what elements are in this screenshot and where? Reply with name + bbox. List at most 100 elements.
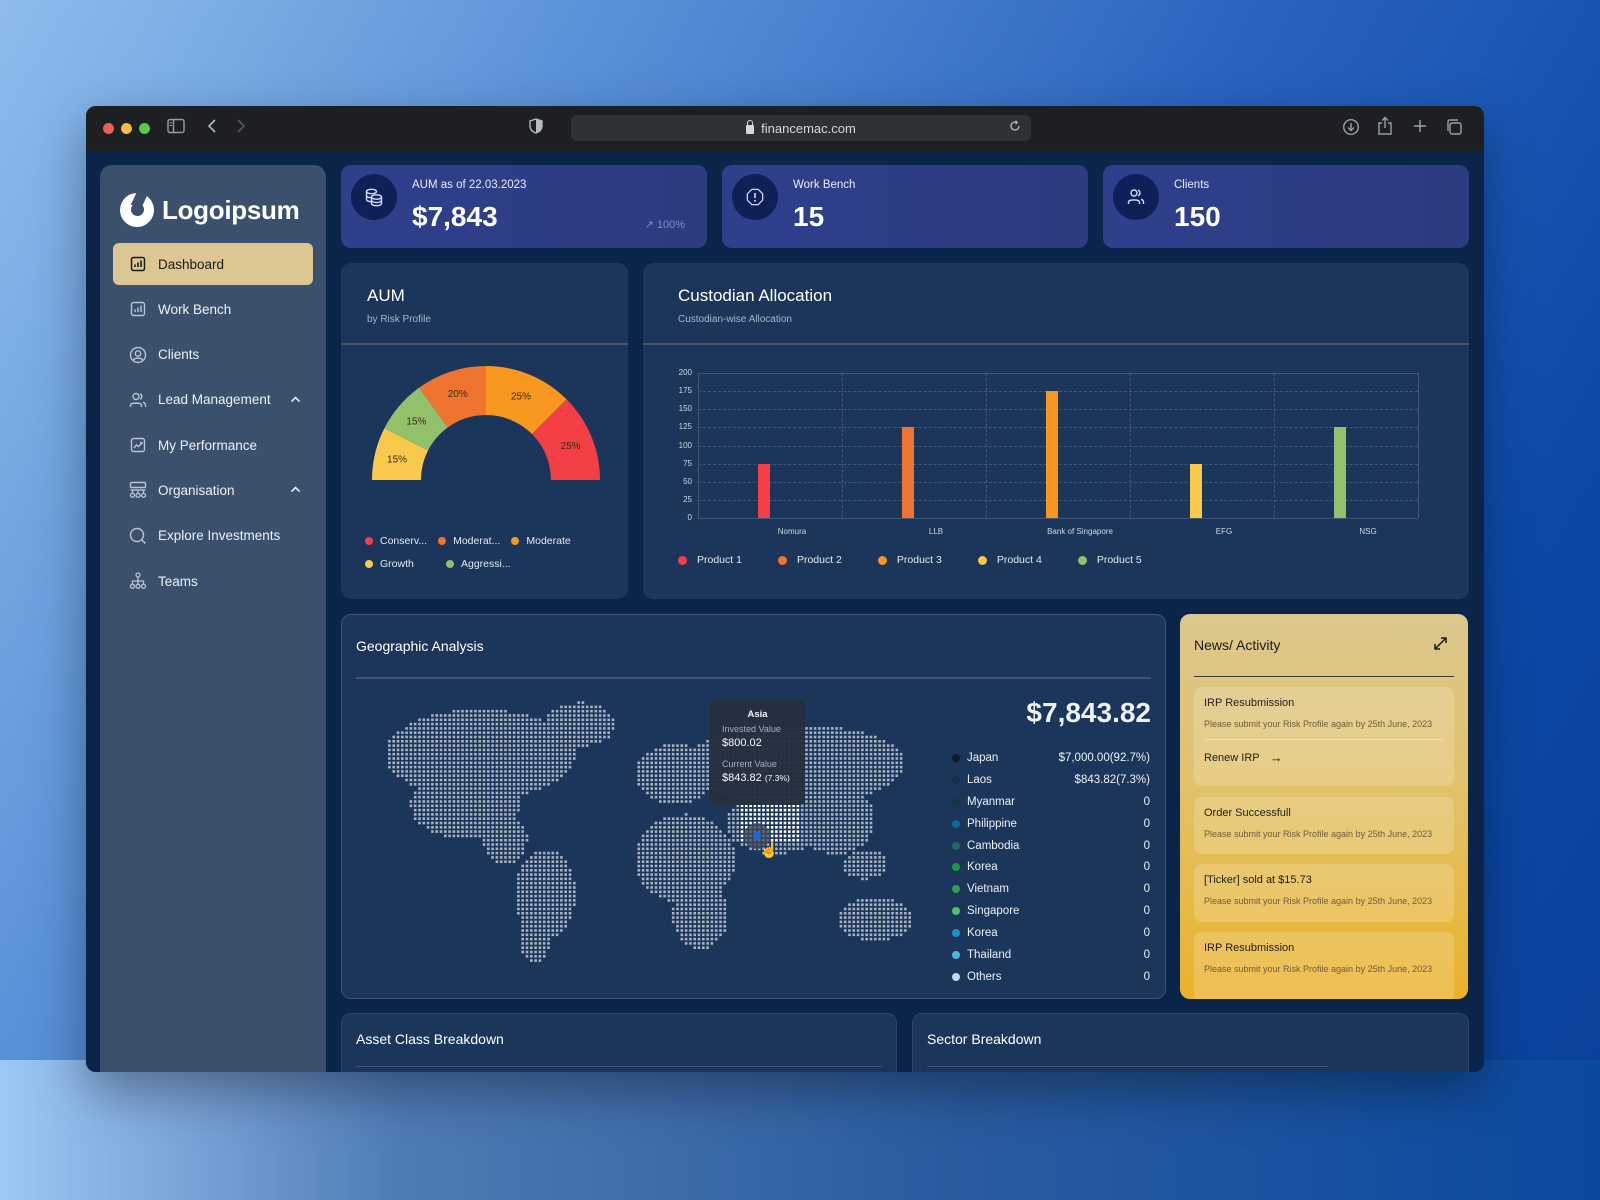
sidebar-item-teams[interactable]: Teams: [113, 560, 313, 602]
sidebar-item-lead-management[interactable]: Lead Management: [113, 379, 313, 421]
country-row[interactable]: Korea 0: [952, 856, 1150, 878]
legend-dot-icon: [446, 560, 454, 568]
legend-item[interactable]: Product 1: [678, 554, 742, 566]
bar[interactable]: [1046, 391, 1059, 518]
country-dot-icon: [952, 841, 960, 850]
country-row[interactable]: Korea 0: [952, 922, 1150, 944]
legend-item[interactable]: Product 3: [877, 554, 942, 566]
country-list: Japan $7,000.00(92.7%) Laos $843.82(7.3%) My…: [952, 747, 1150, 988]
bar[interactable]: [758, 463, 771, 518]
users-icon: [1113, 174, 1159, 220]
news-item-desc: Please submit your Risk Profile again by…: [1204, 719, 1433, 729]
donut-segment[interactable]: [384, 387, 448, 451]
shield-icon[interactable]: [529, 118, 543, 140]
tabs-overview-icon[interactable]: [1445, 118, 1463, 142]
page-content: Logoipsum Dashboard Work Bench Clients: [86, 151, 1484, 1072]
grid-line: [986, 373, 987, 518]
custodian-bar-chart[interactable]: 0 25 50 75 100 125 150 175 200 Nomura LLB Bank of S…: [679, 368, 1419, 536]
legend-item[interactable]: Moderat...: [438, 535, 500, 547]
chevron-up-icon[interactable]: [290, 482, 301, 496]
country-name: Singapore: [967, 905, 1020, 918]
stat-card-work-bench[interactable]: Work Bench 15: [722, 165, 1088, 248]
news-item[interactable]: Order Successfull Please submit your Ris…: [1194, 797, 1454, 854]
legend-item[interactable]: Growth: [365, 558, 435, 570]
donut-segment[interactable]: [486, 366, 567, 435]
aum-semi-donut-chart[interactable]: 15% 15% 20% 25% 25%: [369, 363, 603, 488]
legend-item[interactable]: Product 5: [1077, 554, 1142, 566]
sidebar-item-organisation[interactable]: Organisation: [113, 469, 313, 511]
country-dot-icon: [952, 775, 960, 784]
renew-irp-link[interactable]: Renew IRP →: [1204, 750, 1444, 765]
donut-segment[interactable]: [372, 428, 429, 480]
card-subtitle: Custodian-wise Allocation: [678, 314, 792, 325]
card-title: Custodian Allocation: [678, 286, 833, 305]
sidebar-item-clients[interactable]: Clients: [113, 334, 313, 376]
card-title: Geographic Analysis: [356, 638, 484, 654]
arrow-right-icon: →: [1269, 750, 1283, 765]
y-tick-label: 175: [678, 386, 692, 396]
world-dot-map[interactable]: [354, 693, 944, 973]
country-name: Korea: [967, 861, 998, 874]
news-item-title: [Ticker] sold at $15.73: [1204, 874, 1312, 886]
stat-card-aum[interactable]: AUM as of 22.03.2023 $7,843 ↗ 100%: [341, 165, 707, 248]
country-row[interactable]: Myanmar 0: [952, 791, 1150, 813]
address-bar[interactable]: financemac.com: [571, 115, 1031, 141]
news-item[interactable]: IRP Resubmission Please submit your Risk…: [1194, 687, 1454, 786]
logo[interactable]: Logoipsum: [120, 193, 300, 227]
legend-label: Product 5: [1096, 554, 1142, 566]
sidebar-toggle-icon[interactable]: [167, 118, 185, 140]
current-pct: (7.3%): [764, 773, 790, 783]
country-row[interactable]: Others 0: [952, 966, 1150, 988]
country-row[interactable]: Vietnam 0: [952, 878, 1150, 900]
sidebar-item-explore-investments[interactable]: Explore Investments: [113, 515, 313, 557]
country-value: $843.82(7.3%): [1074, 773, 1150, 786]
legend-item[interactable]: Moderate: [511, 535, 571, 547]
asset-class-breakdown-card: Asset Class Breakdown: [341, 1013, 897, 1072]
sidebar-item-dashboard[interactable]: Dashboard: [113, 243, 313, 285]
tooltip-current-label: Current Value: [722, 759, 777, 769]
donut-segment[interactable]: [418, 366, 486, 428]
country-row[interactable]: Cambodia 0: [952, 835, 1150, 857]
x-tick-label: Nomura: [777, 527, 807, 536]
tooltip-invested-value: $800.02: [722, 737, 762, 749]
country-row[interactable]: Thailand 0: [952, 944, 1150, 966]
sidebar-item-work-bench[interactable]: Work Bench: [113, 288, 313, 330]
country-value: $7,000.00(92.7%): [1058, 751, 1150, 764]
legend-dot-icon: [678, 555, 687, 565]
legend-item[interactable]: Product 4: [977, 554, 1042, 566]
news-activity-panel: News/ Activity IRP Resubmission Please s…: [1180, 614, 1468, 999]
grid-line: [698, 518, 1418, 519]
bar[interactable]: [902, 427, 915, 518]
legend-item[interactable]: Conserv...: [365, 535, 427, 547]
grid-line: [1418, 373, 1419, 518]
legend-item[interactable]: Product 2: [777, 554, 842, 566]
grid-line: [698, 373, 699, 518]
map-hover-marker[interactable]: [744, 823, 770, 849]
sidebar-item-my-performance[interactable]: My Performance: [113, 424, 313, 466]
share-icon[interactable]: [1377, 116, 1393, 142]
new-tab-icon[interactable]: [1412, 118, 1428, 140]
country-row[interactable]: Philippine 0: [952, 813, 1150, 835]
minimize-window-button[interactable]: [121, 123, 132, 134]
back-icon[interactable]: [207, 118, 217, 140]
chevron-up-icon[interactable]: [290, 392, 301, 406]
tooltip-region: Asia: [747, 709, 768, 720]
bar[interactable]: [1190, 463, 1203, 518]
news-item[interactable]: IRP Resubmission Please submit your Risk…: [1194, 932, 1454, 999]
expand-icon[interactable]: [1433, 636, 1448, 655]
country-row[interactable]: Laos $843.82(7.3%): [952, 769, 1150, 791]
country-row[interactable]: Singapore 0: [952, 900, 1150, 922]
forward-icon[interactable]: [236, 118, 246, 140]
aum-risk-profile-card: AUM by Risk Profile 15% 15% 20% 25% 25% Cons…: [341, 263, 628, 599]
stat-card-clients[interactable]: Clients 150: [1103, 165, 1469, 248]
reload-icon[interactable]: [1009, 119, 1021, 135]
country-row[interactable]: Japan $7,000.00(92.7%): [952, 747, 1150, 769]
news-item[interactable]: [Ticker] sold at $15.73 Please submit yo…: [1194, 864, 1454, 922]
close-window-button[interactable]: [103, 123, 114, 134]
legend-item[interactable]: Aggressi...: [446, 558, 511, 570]
donut-segment[interactable]: [531, 399, 600, 480]
bar[interactable]: [1334, 427, 1347, 518]
download-icon[interactable]: [1342, 118, 1360, 142]
legend-dot-icon: [511, 537, 520, 545]
zoom-window-button[interactable]: [139, 123, 150, 134]
